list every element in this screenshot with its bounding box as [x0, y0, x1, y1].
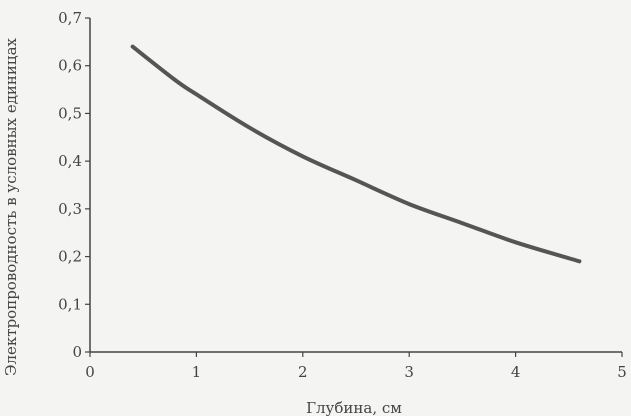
x-tick-label: 5	[617, 363, 627, 381]
data-point	[579, 261, 580, 262]
data-point	[356, 180, 357, 181]
x-tick-label: 3	[404, 363, 414, 381]
x-axis-title: Глубина, см	[306, 399, 402, 416]
series-line	[130, 44, 582, 264]
y-tick-label: 0,3	[58, 200, 82, 218]
y-tick-label: 0	[72, 343, 82, 361]
data-point	[196, 94, 197, 95]
x-tick-label: 1	[192, 363, 202, 381]
data-point	[175, 80, 176, 81]
x-tick-label: 2	[298, 363, 308, 381]
y-tick-label: 0,4	[58, 152, 82, 170]
data-point	[515, 242, 516, 243]
y-tick-label: 0,2	[58, 248, 82, 266]
axes	[89, 18, 622, 353]
x-tick-label: 4	[511, 363, 521, 381]
y-tick-label: 0,1	[58, 295, 82, 313]
data-point	[132, 46, 133, 47]
y-axis-title: Электропроводность в условных единицах	[2, 37, 20, 375]
y-tick-label: 0,5	[58, 104, 82, 122]
y-tick-label: 0,7	[58, 9, 82, 27]
data-point	[249, 127, 250, 128]
data-point	[462, 223, 463, 224]
y-tick-label: 0,6	[58, 57, 82, 75]
data-point	[409, 204, 410, 205]
data-point	[302, 156, 303, 157]
x-tick-label: 0	[85, 363, 95, 381]
ticks: 0 0,1 0,2 0,3 0,4 0,5 0,6 0,7 0 1 2 3 4 5	[58, 9, 627, 381]
series-layer	[130, 44, 582, 264]
